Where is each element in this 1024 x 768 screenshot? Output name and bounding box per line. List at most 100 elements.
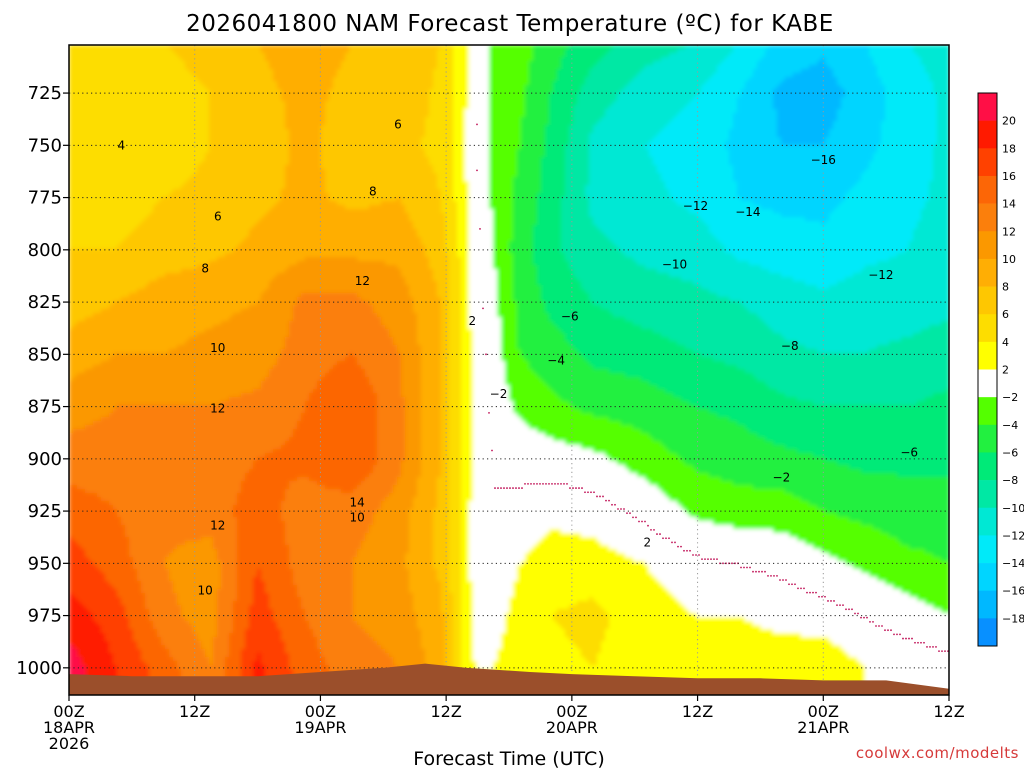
- temp-cell: [89, 437, 94, 442]
- temp-cell: [81, 377, 86, 382]
- temp-cell: [81, 345, 86, 350]
- temp-cell: [89, 213, 94, 218]
- temp-cell: [77, 333, 82, 338]
- temp-cell: [73, 53, 78, 58]
- temp-cell: [77, 581, 82, 586]
- temp-cell: [77, 521, 82, 526]
- temp-cell: [93, 109, 98, 114]
- temp-cell: [73, 161, 78, 166]
- temp-cell: [85, 525, 90, 530]
- temp-cell: [77, 429, 82, 434]
- temp-cell: [85, 413, 90, 418]
- temp-cell: [77, 601, 82, 606]
- temp-cell: [89, 609, 94, 614]
- temp-cell: [77, 65, 82, 70]
- temp-cell: [85, 345, 90, 350]
- temp-cell: [85, 337, 90, 342]
- temp-cell: [81, 429, 86, 434]
- temp-cell: [77, 157, 82, 162]
- temp-cell: [81, 525, 86, 530]
- temp-cell: [93, 113, 98, 118]
- temp-cell: [89, 241, 94, 246]
- temp-cell: [89, 637, 94, 642]
- temp-cell: [77, 653, 82, 658]
- temp-cell: [89, 105, 94, 110]
- temp-cell: [85, 629, 90, 634]
- temp-cell: [93, 93, 98, 98]
- temp-cell: [77, 361, 82, 366]
- temp-cell: [85, 377, 90, 382]
- temp-cell: [93, 237, 98, 242]
- temp-cell: [89, 233, 94, 238]
- temp-cell: [73, 641, 78, 646]
- temp-cell: [77, 225, 82, 230]
- temp-cell: [77, 53, 82, 58]
- temp-cell: [89, 473, 94, 478]
- temp-cell: [89, 49, 94, 54]
- temp-cell: [85, 293, 90, 298]
- temp-cell: [93, 161, 98, 166]
- temp-cell: [85, 149, 90, 154]
- temp-cell: [89, 129, 94, 134]
- temp-cell: [89, 357, 94, 362]
- temp-cell: [73, 353, 78, 358]
- temp-cell: [81, 213, 86, 218]
- temp-cell: [81, 229, 86, 234]
- temp-cell: [93, 129, 98, 134]
- temp-cell: [77, 561, 82, 566]
- temp-cell: [85, 269, 90, 274]
- temp-cell: [73, 49, 78, 54]
- temp-cell: [85, 305, 90, 310]
- chart-title: 2026041800 NAM Forecast Temperature (ºC)…: [186, 11, 834, 37]
- temp-cell: [81, 617, 86, 622]
- temp-cell: [73, 81, 78, 86]
- temp-cell: [89, 93, 94, 98]
- temp-cell: [73, 665, 78, 670]
- temp-cell: [73, 589, 78, 594]
- temp-cell: [77, 513, 82, 518]
- temp-cell: [77, 545, 82, 550]
- temp-cell: [81, 537, 86, 542]
- temp-cell: [73, 609, 78, 614]
- temp-cell: [81, 501, 86, 506]
- temp-cell: [85, 361, 90, 366]
- temp-cell: [85, 73, 90, 78]
- temp-cell: [89, 469, 94, 474]
- temp-cell: [89, 577, 94, 582]
- temp-cell: [89, 433, 94, 438]
- temp-cell: [73, 425, 78, 430]
- temp-cell: [89, 349, 94, 354]
- temp-cell: [77, 497, 82, 502]
- temp-cell: [77, 197, 82, 202]
- temp-cell: [85, 585, 90, 590]
- temp-cell: [73, 373, 78, 378]
- temp-cell: [89, 65, 94, 70]
- temp-cell: [85, 233, 90, 238]
- temp-cell: [85, 393, 90, 398]
- temp-cell: [77, 437, 82, 442]
- temp-cell: [89, 329, 94, 334]
- temp-cell: [89, 365, 94, 370]
- temp-cell: [77, 325, 82, 330]
- temp-cell: [73, 265, 78, 270]
- temp-cell: [81, 69, 86, 74]
- temp-cell: [93, 121, 98, 126]
- temp-cell: [73, 209, 78, 214]
- temp-cell: [73, 385, 78, 390]
- temp-cell: [73, 497, 78, 502]
- temp-cell: [89, 529, 94, 534]
- temp-cell: [93, 181, 98, 186]
- temp-cell: [77, 657, 82, 662]
- temp-cell: [73, 337, 78, 342]
- temp-cell: [81, 65, 86, 70]
- temp-cell: [77, 177, 82, 182]
- temp-cell: [89, 85, 94, 90]
- temp-cell: [89, 565, 94, 570]
- temp-cell: [89, 589, 94, 594]
- temp-cell: [93, 81, 98, 86]
- temp-cell: [85, 665, 90, 670]
- temp-cell: [81, 309, 86, 314]
- temp-cell: [89, 465, 94, 470]
- temp-cell: [89, 237, 94, 242]
- temp-cell: [81, 597, 86, 602]
